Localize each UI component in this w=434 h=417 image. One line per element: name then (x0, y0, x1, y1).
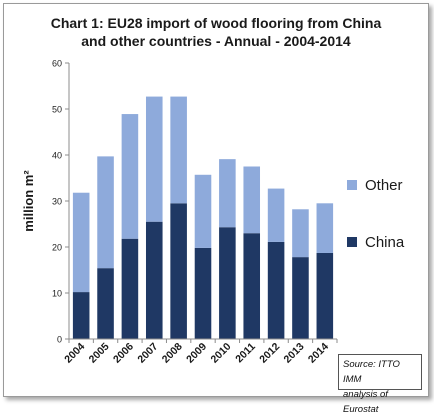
bar-china-2010 (219, 227, 236, 339)
y-tick-label: 40 (52, 151, 62, 161)
bar-other-2012 (267, 188, 285, 242)
y-tick-label: 10 (52, 289, 62, 299)
bar-china-2012 (267, 241, 285, 339)
chart-title-line-2: and other countries - Annual - 2004-2014 (81, 33, 351, 49)
y-tick-label: 50 (52, 105, 62, 115)
bar-other-2005 (97, 156, 114, 269)
x-tick-label: 2010 (208, 341, 233, 366)
bar-other-2011 (243, 166, 261, 234)
source-note-line-1: Source: ITTO IMM (343, 359, 400, 385)
y-tick-label: 30 (52, 197, 62, 207)
x-tick-label: 2007 (135, 341, 160, 366)
x-tick-label: 2005 (87, 341, 112, 366)
axes (68, 63, 337, 340)
chart-frame: Chart 1: EU28 import of wood flooring fr… (3, 3, 429, 415)
bar-china-2011 (243, 233, 261, 339)
bar-china-2014 (316, 252, 334, 339)
bar-other-2008 (170, 96, 187, 204)
bar-other-2013 (292, 209, 309, 258)
source-note: Source: ITTO IMM analysis of Eurostat (338, 354, 422, 415)
bar-china-2006 (121, 238, 139, 339)
y-tick-label: 0 (57, 335, 62, 345)
legend-swatch-china (347, 237, 357, 247)
x-axis-ticks: 2004 2005 2006 2007 2008 2009 2010 2011 2012 2013… (62, 339, 338, 366)
y-axis-ticks: 0 10 20 30 40 50 60 (52, 59, 69, 345)
x-tick-label: 2011 (233, 341, 258, 366)
x-tick-label: 2004 (62, 341, 87, 366)
legend-label-other: Other (365, 177, 403, 194)
bar-china-2008 (170, 203, 187, 339)
y-tick-label: 20 (52, 243, 62, 253)
bar-other-2014 (316, 203, 334, 253)
x-tick-label: 2012 (257, 341, 282, 366)
legend: Other China (347, 177, 405, 251)
bar-china-2009 (194, 247, 212, 339)
bar-china-2005 (97, 268, 114, 339)
x-tick-label: 2008 (160, 341, 185, 366)
bar-china-2007 (145, 221, 163, 339)
y-tick-label: 60 (52, 59, 62, 69)
bars (72, 96, 334, 339)
bar-china-2004 (72, 292, 90, 339)
x-tick-label: 2014 (306, 341, 331, 366)
x-tick-label: 2009 (184, 341, 209, 366)
bar-other-2006 (121, 114, 139, 239)
bar-other-2010 (219, 159, 236, 228)
x-tick-label: 2006 (111, 341, 136, 366)
x-tick-label: 2013 (282, 341, 307, 366)
bar-other-2009 (194, 174, 212, 248)
bar-other-2007 (145, 96, 163, 222)
chart-title-line-1: Chart 1: EU28 import of wood flooring fr… (50, 15, 382, 31)
bar-china-2013 (292, 257, 309, 339)
bar-other-2004 (72, 192, 90, 293)
source-note-line-2: analysis of Eurostat (343, 389, 388, 415)
y-axis-label: million m² (21, 170, 36, 232)
legend-label-china: China (365, 234, 405, 251)
legend-swatch-other (347, 180, 357, 190)
y-axis-label-group: million m² (21, 170, 36, 232)
